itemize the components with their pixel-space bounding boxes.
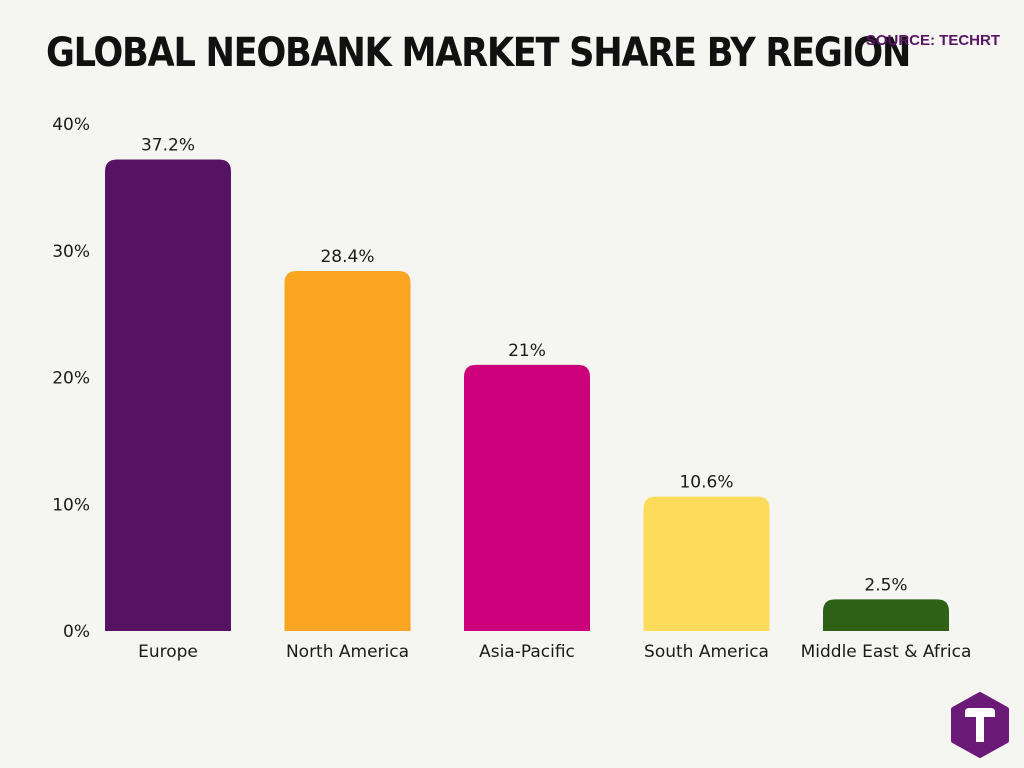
bar-middle-east-africa [823, 599, 949, 631]
source-label: SOURCE: TECHRT [865, 32, 1000, 49]
x-tick-label: Europe [138, 642, 198, 662]
x-tick-label: Asia-Pacific [479, 642, 575, 662]
x-tick-label: Middle East & Africa [801, 642, 972, 662]
bar-north-america [284, 271, 411, 631]
data-label: 2.5% [864, 575, 907, 595]
y-tick-label: 0% [63, 622, 90, 642]
techrt-logo-icon [951, 692, 1009, 758]
bar-europe [105, 159, 231, 632]
data-label: 10.6% [679, 473, 733, 493]
x-tick-label: South America [644, 642, 769, 662]
data-label: 37.2% [141, 135, 195, 155]
bar-asia-pacific [464, 364, 590, 631]
bar-south-america [643, 496, 770, 631]
chart-title: GLOBAL NEOBANK MARKET SHARE BY REGION [46, 30, 911, 76]
y-tick-label: 20% [52, 369, 90, 389]
y-tick-label: 10% [52, 495, 90, 515]
data-label: 21% [508, 341, 546, 361]
y-tick-label: 40% [52, 115, 90, 135]
y-tick-label: 30% [52, 242, 90, 262]
x-tick-label: North America [286, 642, 409, 662]
data-label: 28.4% [320, 247, 374, 267]
